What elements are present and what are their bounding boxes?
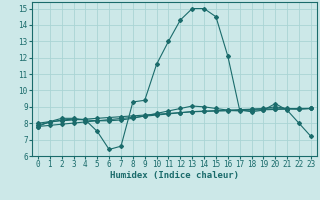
X-axis label: Humidex (Indice chaleur): Humidex (Indice chaleur) [110,171,239,180]
